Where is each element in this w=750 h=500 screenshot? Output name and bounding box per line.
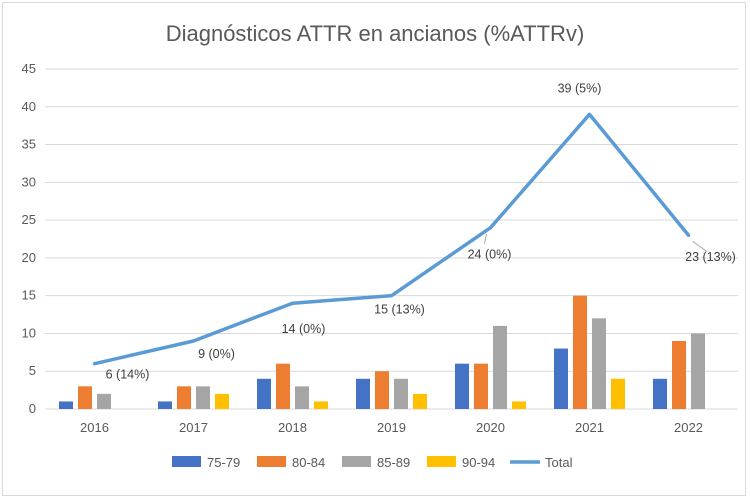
bar-85-89-2018 [295,386,309,409]
legend-swatch-85-89 [342,456,371,467]
data-label-total-2020: 24 (0%) [468,248,512,262]
bar-80-84-2016 [78,386,92,409]
x-tick-label: 2017 [179,420,208,435]
y-tick-label: 25 [22,212,36,227]
data-label-total-2022: 23 (13%) [685,250,736,264]
x-tick-label: 2022 [674,420,703,435]
bar-85-89-2019 [394,378,408,409]
legend-swatch-90-94 [427,456,456,467]
point-total-2018 [291,301,294,305]
x-tick-label: 2020 [476,420,505,435]
bar-75-79-2020 [455,363,469,409]
legend-label-80-84: 80-84 [292,455,325,470]
bar-80-84-2019 [375,371,389,409]
y-tick-label: 15 [22,288,36,303]
leader-line [692,240,707,252]
bar-90-94-2017 [215,393,229,409]
point-total-2016 [93,362,96,366]
point-total-2021 [588,112,591,116]
data-label-total-2016: 6 (14%) [106,368,150,382]
legend-swatch-80-84 [257,456,286,467]
y-tick-label: 35 [22,137,36,152]
bar-80-84-2022 [672,341,686,409]
y-tick-label: 5 [29,363,36,378]
y-tick-label: 10 [22,325,36,340]
x-tick-label: 2016 [80,420,109,435]
data-label-total-2017: 9 (0%) [198,347,235,361]
y-tick-label: 20 [22,250,36,265]
bar-90-94-2019 [413,393,427,409]
legend-swatch-75-79 [172,456,201,467]
y-tick-label: 0 [29,401,36,416]
bar-75-79-2018 [257,378,271,409]
legend-label-75-79: 75-79 [207,455,240,470]
bar-80-84-2017 [177,386,191,409]
bar-85-89-2020 [493,325,507,409]
data-label-total-2019: 15 (13%) [374,303,425,317]
point-total-2019 [390,294,393,298]
bar-80-84-2021 [573,295,587,409]
bar-75-79-2019 [356,378,370,409]
data-label-total-2021: 39 (5%) [558,81,602,95]
x-tick-label: 2018 [278,420,307,435]
bar-75-79-2021 [554,348,568,409]
point-total-2020 [489,226,492,230]
x-tick-label: 2019 [377,420,406,435]
bar-85-89-2017 [196,386,210,409]
y-tick-label: 45 [22,61,36,76]
bar-80-84-2018 [276,363,290,409]
y-tick-label: 30 [22,174,36,189]
y-tick-label: 40 [22,99,36,114]
bar-90-94-2018 [314,401,328,409]
bar-75-79-2016 [59,401,73,409]
point-total-2017 [192,339,195,343]
leader-line [484,233,487,244]
legend-label-90-94: 90-94 [462,455,495,470]
data-label-total-2018: 14 (0%) [282,322,326,336]
chart-title: Diagnósticos ATTR en ancianos (%ATTRv) [166,21,585,46]
bar-80-84-2020 [474,363,488,409]
bar-90-94-2020 [512,401,526,409]
x-tick-label: 2021 [575,420,604,435]
bar-85-89-2021 [592,318,606,409]
bar-90-94-2021 [611,378,625,409]
bar-75-79-2022 [653,378,667,409]
bar-75-79-2017 [158,401,172,409]
legend-label-Total: Total [545,455,573,470]
bar-85-89-2016 [97,393,111,409]
point-total-2022 [687,233,690,237]
legend-label-85-89: 85-89 [377,455,410,470]
bar-85-89-2022 [691,333,705,409]
